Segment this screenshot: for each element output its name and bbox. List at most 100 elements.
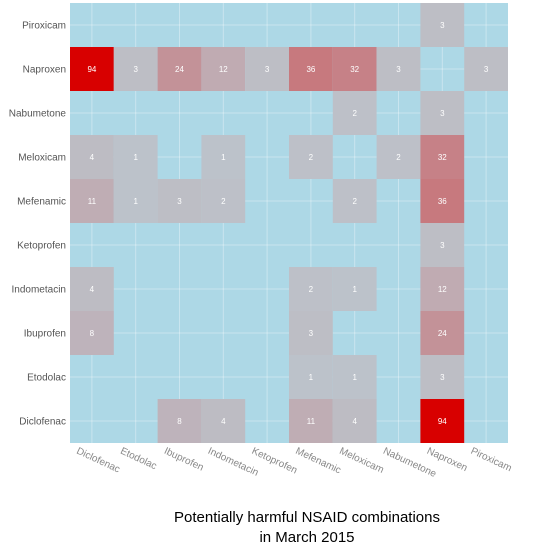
- y-axis-tick-label: Ketoprofen: [17, 241, 66, 252]
- heatmap-cell-value-label: 32: [438, 153, 447, 162]
- heatmap-cell: [201, 399, 246, 443]
- heatmap-cell-value-label: 12: [219, 65, 228, 74]
- heatmap-cell: [420, 399, 465, 443]
- y-axis-tick-label: Indometacin: [12, 285, 66, 296]
- heatmap-cell: [70, 179, 114, 223]
- heatmap-cell-value-label: 3: [265, 65, 270, 74]
- heatmap-cell: [420, 179, 465, 223]
- chart-title: Potentially harmful NSAID combinations i…: [100, 508, 514, 548]
- y-axis-tick-label: Piroxicam: [22, 21, 66, 32]
- heatmap-cell: [332, 47, 377, 91]
- heatmap-cell-value-label: 24: [175, 65, 184, 74]
- heatmap-cell-value-label: 1: [309, 373, 314, 382]
- heatmap-cell: [464, 47, 508, 91]
- heatmap-cell: [70, 135, 114, 179]
- heatmap-cell-value-label: 24: [438, 329, 447, 338]
- heatmap-cell: [113, 47, 158, 91]
- heatmap-cell-value-label: 3: [133, 65, 138, 74]
- heatmap-cell: [289, 311, 333, 355]
- heatmap-cell-value-label: 3: [484, 65, 489, 74]
- x-axis-tick-label: Meloxicam: [337, 446, 385, 476]
- heatmap-cell: [157, 179, 202, 223]
- heatmap-cell-value-label: 3: [440, 21, 445, 30]
- chart-title-line-1: Potentially harmful NSAID combinations: [174, 509, 440, 526]
- heatmap-cell-value-label: 3: [309, 329, 314, 338]
- y-axis-tick-label: Nabumetone: [9, 109, 67, 120]
- heatmap-cell-value-label: 3: [177, 197, 182, 206]
- y-axis-tick-label: Etodolac: [27, 373, 66, 384]
- heatmap-cell: [420, 311, 465, 355]
- heatmap-cell-value-label: 3: [440, 109, 445, 118]
- heatmap-cell-value-label: 1: [133, 153, 138, 162]
- heatmap-cell-value-label: 1: [352, 373, 357, 382]
- y-axis-tick-labels: Diclofenac Etodolac Ibuprofen Indometacin Ke…: [9, 21, 67, 428]
- heatmap-cell: [113, 135, 158, 179]
- heatmap-cell-value-label: 1: [352, 285, 357, 294]
- heatmap-cell-value-label: 4: [352, 417, 357, 426]
- heatmap-cell: [420, 91, 465, 135]
- heatmap-cell: [420, 223, 465, 267]
- x-axis-tick-label: Mefenamic: [294, 446, 343, 477]
- heatmap-cell-value-label: 2: [352, 197, 357, 206]
- heatmap-cell-value-label: 4: [221, 417, 226, 426]
- x-axis-tick-label: Piroxicam: [469, 446, 513, 475]
- heatmap-cell: [289, 399, 333, 443]
- heatmap-cell-value-label: 12: [438, 285, 447, 294]
- heatmap-cell-value-label: 11: [307, 417, 316, 426]
- heatmap-cell: [289, 47, 333, 91]
- y-axis-tick-label: Meloxicam: [18, 153, 66, 164]
- heatmap-cell: [332, 179, 377, 223]
- heatmap-cell-value-label: 8: [177, 417, 182, 426]
- heatmap-cell: [289, 267, 333, 311]
- heatmap-cell-value-label: 8: [90, 329, 95, 338]
- heatmap-cell-value-label: 2: [309, 285, 314, 294]
- heatmap-cell-value-label: 4: [90, 153, 95, 162]
- x-axis-tick-label: Ibuprofen: [162, 446, 205, 474]
- heatmap-cell: [70, 311, 114, 355]
- heatmap-cell: [201, 47, 246, 91]
- heatmap-cell: [70, 267, 114, 311]
- chart-title-line-2: in March 2015: [259, 529, 355, 546]
- heatmap-cell-value-label: 32: [350, 65, 359, 74]
- heatmap-cell-value-label: 11: [88, 197, 97, 206]
- heatmap-cell: [376, 135, 421, 179]
- heatmap-cell-value-label: 1: [133, 197, 138, 206]
- heatmap-cell-value-label: 3: [396, 65, 401, 74]
- heatmap-cell: [201, 179, 246, 223]
- heatmap-cell: [332, 91, 377, 135]
- heatmap-cell-value-label: 1: [221, 153, 226, 162]
- x-axis-tick-label: Diclofenac: [75, 446, 122, 476]
- heatmap-cell-value-label: 2: [352, 109, 357, 118]
- heatmap-cell: [289, 135, 333, 179]
- heatmap-cell-value-label: 2: [396, 153, 401, 162]
- y-axis-tick-label: Diclofenac: [19, 417, 66, 428]
- y-axis-tick-label: Naproxen: [23, 65, 66, 76]
- heatmap-cell: [70, 47, 114, 91]
- heatmap-cell-value-label: 3: [440, 241, 445, 250]
- heatmap-cell: [201, 135, 246, 179]
- heatmap-cell: [376, 47, 421, 91]
- heatmap-cell: [332, 267, 377, 311]
- heatmap-cell: [332, 399, 377, 443]
- y-axis-tick-label: Ibuprofen: [24, 329, 66, 340]
- heatmap-cell: [113, 179, 158, 223]
- heatmap-cell: [157, 47, 202, 91]
- heatmap-cell: [420, 267, 465, 311]
- heatmap-cell: [420, 135, 465, 179]
- heatmap-cell: [245, 47, 289, 91]
- y-axis-tick-label: Mefenamic: [17, 197, 66, 208]
- heatmap-cell: [420, 3, 465, 47]
- heatmap-cell-value-label: 36: [438, 197, 447, 206]
- heatmap-cell: [332, 355, 377, 399]
- heatmap-cell-value-label: 94: [438, 417, 447, 426]
- heatmap-cell-value-label: 4: [90, 285, 95, 294]
- heatmap-cell: [157, 399, 202, 443]
- heatmap-cell-value-label: 36: [306, 65, 315, 74]
- heatmap-cell-value-label: 3: [440, 373, 445, 382]
- x-axis-tick-label: Etodolac: [118, 446, 158, 472]
- heatmap-cell-value-label: 2: [309, 153, 314, 162]
- heatmap-cell-value-label: 2: [221, 197, 226, 206]
